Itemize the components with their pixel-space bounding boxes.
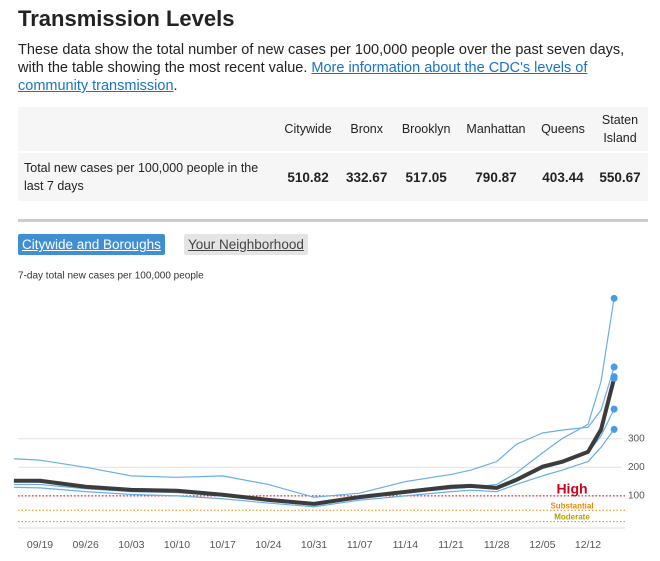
series-line (13, 429, 615, 508)
summary-table: Citywide Bronx Brooklyn Manhattan Queens Stat… (18, 107, 648, 201)
y-tick-label: 200 (628, 462, 645, 473)
series-line (13, 366, 615, 498)
x-tick-label: 11/28 (484, 539, 510, 551)
x-tick-label: 11/21 (438, 539, 464, 551)
col: Bronx (339, 107, 395, 153)
intro-text: These data show the total number of new … (18, 42, 625, 76)
header-row: Citywide Bronx Brooklyn Manhattan Queens Stat… (18, 107, 648, 153)
cell: 550.67 (599, 169, 641, 185)
end-dot (610, 363, 618, 371)
x-tick-label: 11/14 (393, 539, 419, 551)
x-tick-label: 09/26 (73, 539, 99, 551)
row-label: Total new cases per 100,000 people in th… (24, 161, 259, 193)
x-tick-label: 12/12 (575, 539, 601, 551)
tab[interactable]: Your Neighborhood (184, 234, 308, 255)
threshold-label: High (556, 481, 587, 497)
threshold-label: Moderate (554, 513, 590, 522)
col: Queens (533, 107, 592, 153)
series-line (13, 298, 615, 506)
col: Manhattan (458, 107, 534, 153)
end-dot (610, 425, 618, 433)
x-tick-label: 10/03 (118, 539, 144, 551)
x-tick-label: 11/07 (347, 539, 373, 551)
col: Brooklyn (394, 107, 458, 153)
cell: 510.82 (287, 169, 329, 185)
tab-active[interactable]: Citywide and Boroughs (18, 234, 165, 255)
cell: 403.44 (542, 169, 584, 185)
x-tick-label: 10/10 (164, 539, 190, 551)
x-tick-label: 12/05 (529, 539, 555, 551)
corner (18, 107, 277, 153)
end-dot (610, 374, 618, 382)
col: Staten Island (592, 107, 648, 153)
end-dot (610, 294, 618, 302)
cell: 332.67 (346, 169, 388, 185)
row: Total new cases per 100,000 people in th… (18, 152, 648, 201)
punct: . (173, 78, 178, 94)
x-tick-label: 09/19 (27, 539, 53, 551)
x-tick-label: 10/24 (255, 539, 281, 551)
cdc-link[interactable]: More information about the CDC's levels … (18, 60, 588, 94)
y-tick-label: 300 (628, 433, 645, 444)
cell: 790.87 (475, 169, 517, 185)
chart-subtitle: 7-day total new cases per 100,000 people (18, 271, 204, 282)
y-tick-label: 100 (628, 491, 645, 502)
series-line (13, 376, 615, 504)
cell: 517.05 (405, 169, 447, 185)
x-tick-label: 10/17 (210, 539, 236, 551)
threshold-label: Substantial (550, 501, 593, 510)
series-line (13, 377, 617, 506)
x-tick-label: 10/31 (301, 539, 327, 551)
col: Citywide (277, 107, 340, 153)
title: Transmission Levels (18, 6, 235, 31)
divider (18, 219, 648, 222)
end-dot (610, 405, 618, 413)
intro: These data show the total number of new … (18, 41, 643, 95)
